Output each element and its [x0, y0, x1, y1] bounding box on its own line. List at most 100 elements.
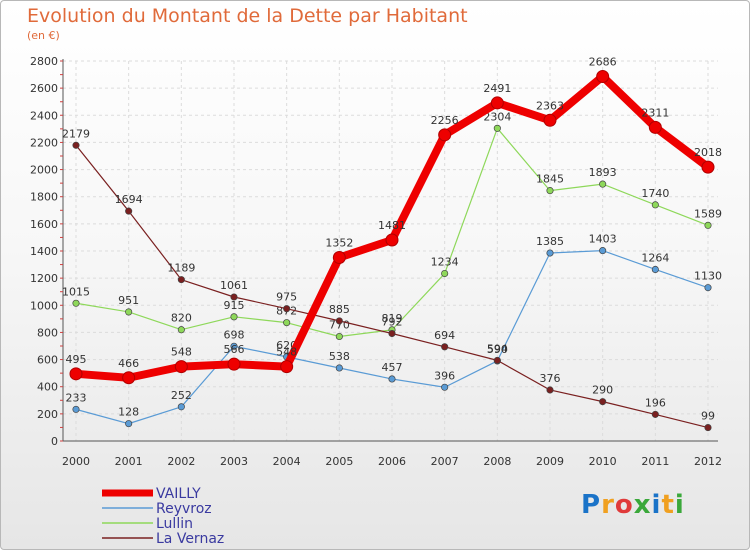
x-tick-label: 2011 [641, 455, 669, 468]
data-label: 951 [118, 294, 139, 307]
data-point [596, 69, 610, 83]
data-point [335, 332, 343, 341]
data-label: 698 [224, 328, 245, 341]
data-point [125, 308, 133, 316]
series-lullin: 1015951820915872770819123423041845189317… [62, 110, 722, 341]
y-tick-label: 600 [37, 354, 58, 367]
data-point [385, 233, 399, 247]
data-label: 915 [224, 299, 245, 312]
data-point [493, 124, 501, 132]
data-point [546, 187, 554, 195]
y-tick-label: 2400 [30, 109, 58, 122]
data-label: 1893 [589, 166, 617, 179]
y-tick-label: 2000 [30, 164, 58, 177]
data-point [599, 247, 607, 255]
data-label: 1352 [325, 237, 353, 250]
data-point [125, 207, 133, 215]
data-label: 2179 [62, 127, 90, 140]
data-label: 290 [592, 384, 613, 397]
data-point [651, 265, 659, 274]
data-point [125, 420, 133, 428]
data-label: 376 [540, 372, 561, 385]
data-point [388, 375, 396, 383]
data-point [701, 160, 715, 174]
y-tick-label: 0 [51, 435, 58, 448]
chart-title: Evolution du Montant de la Dette par Hab… [27, 5, 468, 27]
data-label: 233 [66, 391, 87, 404]
data-label: 1189 [167, 262, 195, 275]
legend-label: VAILLY [156, 486, 201, 502]
data-point [335, 317, 343, 325]
data-point [704, 284, 712, 292]
data-point [230, 313, 238, 321]
x-tick-label: 2007 [431, 455, 459, 468]
proxiti-logo: Proxiti [581, 490, 685, 520]
series-vailly: 495 466 548 566 548 1352 1481 2256 2491 2363 2686 2… [66, 55, 722, 385]
data-point [72, 405, 80, 413]
data-label: 1061 [220, 279, 248, 292]
data-label: 694 [434, 329, 455, 342]
data-label: 128 [118, 406, 139, 419]
data-point [651, 201, 659, 209]
data-label: 820 [171, 312, 192, 325]
data-point [177, 403, 185, 411]
data-point [599, 180, 607, 188]
grid [63, 60, 718, 442]
data-label: 1403 [589, 233, 617, 246]
data-point [546, 386, 554, 394]
x-tick-label: 2012 [694, 455, 722, 468]
data-point [174, 360, 188, 374]
data-label: 466 [118, 357, 139, 370]
y-tick-label: 800 [37, 326, 58, 339]
data-point [177, 326, 185, 334]
data-point [388, 329, 396, 338]
data-point [122, 371, 136, 385]
x-tick-label: 2009 [536, 455, 564, 468]
y-tick-label: 1200 [30, 272, 58, 285]
data-point [704, 221, 712, 229]
data-point [441, 383, 449, 391]
data-label: 548 [276, 346, 297, 359]
data-point [651, 410, 659, 418]
legend-label: Reyvroz [156, 501, 212, 517]
y-tick-label: 2200 [30, 136, 58, 149]
data-point [72, 141, 80, 149]
data-label: 99 [701, 410, 715, 423]
data-label: 196 [645, 396, 666, 409]
data-label: 548 [171, 346, 192, 359]
y-tick-label: 1800 [30, 191, 58, 204]
data-point [230, 342, 238, 350]
data-point [332, 251, 346, 265]
y-tick-label: 200 [37, 408, 58, 421]
y-tick-label: 1400 [30, 245, 58, 258]
data-point [230, 293, 238, 301]
data-label: 1740 [641, 187, 669, 200]
data-label: 975 [276, 291, 297, 304]
data-point [280, 360, 294, 374]
data-label: 792 [382, 316, 403, 329]
x-tick-label: 2000 [62, 455, 90, 468]
data-point [441, 269, 449, 278]
data-label: 2256 [431, 114, 459, 127]
data-label: 885 [329, 303, 350, 316]
data-point [543, 113, 557, 127]
x-tick-label: 2002 [167, 455, 195, 468]
data-label: 819 [382, 312, 403, 325]
y-tick-label: 1000 [30, 299, 58, 312]
x-tick-label: 2003 [220, 455, 248, 468]
data-point [441, 343, 449, 351]
data-label: 457 [382, 361, 403, 374]
x-tick-label: 2004 [273, 455, 301, 468]
data-label: 396 [434, 369, 455, 382]
data-label: 1589 [694, 207, 722, 220]
data-label: 2491 [483, 82, 511, 95]
data-point [69, 367, 83, 381]
data-label: 1130 [694, 270, 722, 283]
data-label: 1694 [115, 193, 143, 206]
series-la-vernaz: 2179 1694 1189 1061 975 885 792 694 594 376 290 196… [62, 127, 715, 432]
x-tick-label: 2008 [483, 455, 511, 468]
y-tick-label: 1600 [30, 218, 58, 231]
